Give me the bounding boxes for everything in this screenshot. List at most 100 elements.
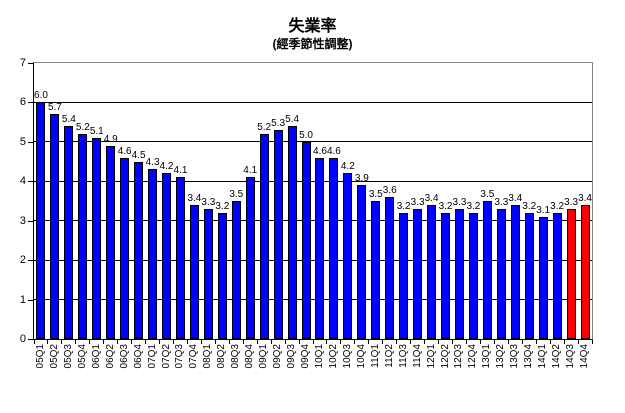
- bar: [454, 208, 464, 339]
- bar: [64, 126, 74, 339]
- bar-value-label: 4.1: [243, 165, 258, 177]
- x-axis-tick-label: 10Q3: [341, 344, 353, 369]
- x-axis-tick-label: 05Q1: [34, 344, 46, 369]
- bar: [175, 177, 185, 339]
- bar-value-label: 4.3: [145, 157, 160, 169]
- x-axis-tick: [479, 340, 481, 344]
- x-axis-tick: [368, 340, 370, 344]
- x-axis-tick: [563, 340, 565, 344]
- x-axis-tick: [228, 340, 230, 344]
- x-axis-tick-label: 10Q2: [327, 344, 339, 369]
- y-axis-tick: [28, 181, 34, 183]
- y-axis-tick-label: 5: [19, 135, 26, 148]
- x-axis-tick: [312, 340, 314, 344]
- x-axis-tick-label: 09Q2: [272, 344, 284, 369]
- x-axis-tick: [145, 340, 147, 344]
- x-axis-tick-label: 11Q4: [411, 344, 423, 368]
- x-axis-tick: [535, 340, 537, 344]
- bar: [496, 208, 506, 339]
- y-axis-tick: [28, 339, 34, 340]
- bar-value-label: 3.5: [368, 189, 383, 200]
- gridline: [34, 141, 592, 143]
- x-axis-tick-label: 12Q3: [453, 344, 465, 369]
- y-axis-tick-label: 3: [19, 214, 26, 227]
- x-axis-tick-label: 14Q1: [537, 344, 549, 369]
- bar-value-label: 3.5: [229, 189, 244, 200]
- x-axis-tick-label: 09Q3: [286, 344, 298, 369]
- x-axis-tick-label: 07Q2: [160, 344, 172, 369]
- x-axis-tick-label: 09Q4: [300, 344, 312, 369]
- x-axis-tick: [270, 340, 272, 344]
- x-axis-tick: [507, 340, 509, 344]
- x-axis-tick-label: 08Q3: [230, 344, 242, 369]
- bar-value-label: 5.3: [271, 118, 286, 130]
- bar: [120, 157, 130, 339]
- x-axis-tick-label: 14Q2: [551, 344, 563, 369]
- x-axis-tick: [493, 340, 495, 344]
- x-axis-tick: [465, 340, 467, 344]
- y-axis-tick: [28, 299, 34, 301]
- bar-value-label: 3.2: [215, 200, 230, 212]
- y-axis-tick-label: 2: [19, 254, 26, 267]
- bar: [510, 204, 520, 339]
- gridline: [34, 220, 592, 222]
- bar: [427, 204, 437, 339]
- y-axis-tick-label: 1: [19, 293, 26, 306]
- x-axis-tick: [284, 340, 286, 344]
- bar-value-label: 3.1: [536, 204, 551, 216]
- bar: [371, 201, 381, 339]
- x-axis-tick-label: 05Q4: [76, 344, 88, 369]
- x-axis-tick: [75, 340, 77, 344]
- y-axis-tick: [28, 141, 34, 143]
- x-axis-tick-label: 07Q3: [174, 344, 186, 369]
- bar: [315, 157, 325, 339]
- x-axis-tick-label: 11Q2: [383, 344, 395, 368]
- bar: [106, 145, 116, 339]
- bar: [538, 216, 548, 339]
- bar: [134, 161, 144, 339]
- bar-value-label: 3.2: [396, 200, 411, 212]
- x-axis-tick-label: 06Q2: [104, 344, 116, 369]
- bar: [580, 204, 590, 339]
- bar-value-label: 4.2: [159, 161, 174, 173]
- x-axis-tick: [452, 340, 453, 344]
- bar: [357, 185, 367, 339]
- bar: [441, 212, 451, 339]
- x-axis-tick: [577, 340, 579, 344]
- bar-value-label: 5.4: [61, 114, 76, 126]
- x-axis-tick-label: 06Q3: [118, 344, 130, 369]
- bar-value-label: 3.4: [578, 192, 592, 204]
- x-axis-tick-label: 09Q1: [258, 344, 270, 369]
- x-axis-tick: [242, 340, 244, 344]
- plot-area: 0 1 2 3 4 5 6 7 6.0 05Q1 5.7 05Q2 5.4 05Q3 5.2 05Q4 5.1 0…: [20, 57, 593, 368]
- bar-value-label: 4.9: [103, 133, 118, 145]
- bar: [552, 212, 562, 339]
- x-axis-tick: [438, 340, 440, 344]
- bar: [566, 208, 576, 339]
- y-axis-tick-label: 6: [19, 96, 26, 109]
- bar-value-label: 3.5: [480, 189, 495, 200]
- y-axis-tick: [28, 220, 34, 222]
- bar-value-label: 5.4: [285, 114, 300, 126]
- bar: [301, 141, 311, 339]
- bar-value-label: 5.2: [75, 121, 90, 133]
- bar-value-label: 5.7: [47, 102, 62, 114]
- bar-value-label: 6.0: [34, 90, 48, 102]
- bar: [203, 208, 213, 339]
- bar-value-label: 5.2: [257, 121, 272, 133]
- bar-value-label: 4.5: [131, 149, 146, 161]
- bar: [482, 201, 492, 339]
- bar-value-label: 3.2: [466, 200, 481, 212]
- x-axis-tick: [424, 340, 426, 344]
- bar: [148, 169, 158, 339]
- bar-value-label: 4.6: [326, 145, 341, 157]
- x-axis-tick: [591, 340, 593, 344]
- x-axis-tick: [354, 340, 356, 344]
- gridline: [34, 299, 592, 301]
- x-axis-tick: [33, 340, 35, 344]
- x-axis-tick-label: 06Q1: [90, 344, 102, 369]
- x-axis-tick: [131, 340, 133, 344]
- x-axis-tick-label: 13Q3: [509, 344, 521, 369]
- bar-value-label: 3.3: [564, 196, 579, 208]
- x-axis-tick-label: 14Q4: [579, 344, 591, 369]
